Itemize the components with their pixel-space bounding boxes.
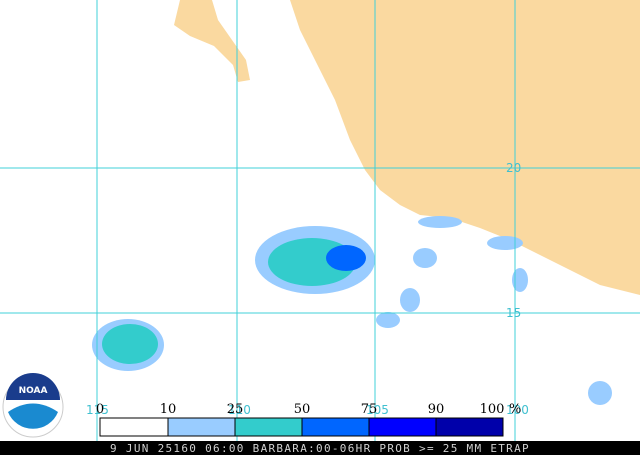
logo: NOAA (2, 373, 64, 438)
legend-label: 50 (294, 402, 311, 417)
legend-swatch (99, 417, 169, 437)
legend-label: 10 (160, 402, 177, 417)
prob-10 (512, 268, 528, 292)
legend-swatch (167, 417, 236, 437)
legend-swatch (435, 417, 504, 437)
peninsula (174, 0, 250, 82)
lon-label: 110 (228, 403, 251, 417)
prob-10 (487, 236, 523, 250)
logo-bottom (8, 403, 58, 429)
legend: 0 10 25 50 75 90 100 % (96, 402, 521, 437)
logo-text: NOAA (19, 386, 48, 396)
prob-10 (400, 288, 420, 312)
lon-label: 100 (506, 403, 529, 417)
legend-swatch (368, 417, 437, 437)
mainland (290, 0, 640, 295)
lat-label: 20 (506, 161, 521, 175)
legend-label: 90 (428, 402, 445, 417)
lon-label: 115 (86, 403, 109, 417)
legend-unit: % (509, 402, 521, 417)
lon-label: 105 (366, 403, 389, 417)
prob-50 (326, 245, 366, 271)
prob-10 (376, 312, 400, 328)
prob-10 (588, 381, 612, 405)
legend-label: 100 (480, 402, 505, 417)
legend-swatch (301, 417, 370, 437)
legend-swatch (234, 417, 303, 437)
legend-label: 0 (96, 402, 104, 417)
graticule (0, 0, 640, 441)
footer-text: 9 JUN 25160 06:00 BARBARA:00-06HR PROB >… (110, 442, 530, 455)
precip-areas (92, 216, 612, 405)
lat-label: 15 (506, 306, 521, 320)
footer-bar (0, 441, 640, 455)
prob-10 (418, 216, 462, 228)
prob-25 (102, 324, 158, 364)
legend-label: 75 (361, 402, 378, 417)
logo-top (6, 373, 60, 400)
prob-10 (413, 248, 437, 268)
legend-label: 25 (227, 402, 244, 417)
